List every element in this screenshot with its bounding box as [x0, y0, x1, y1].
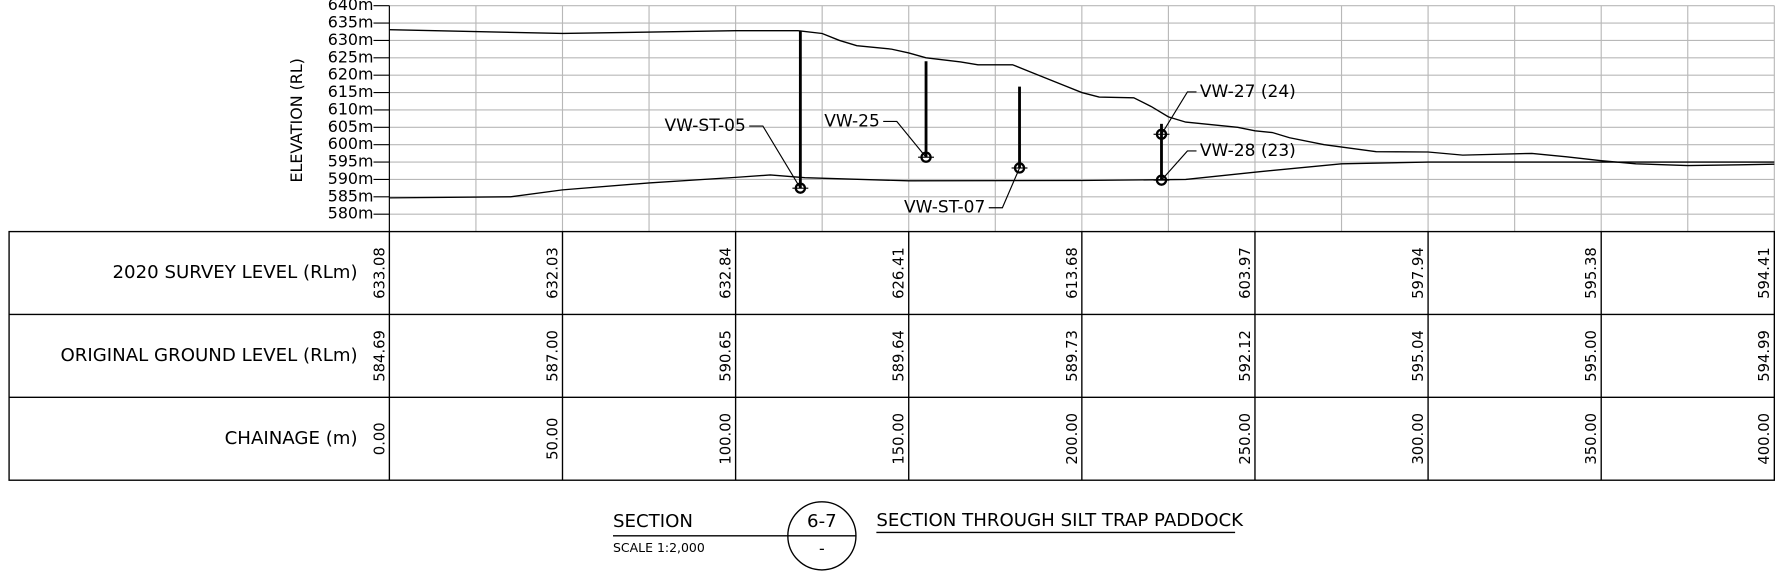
table-cell: 300.00 [1410, 413, 1427, 465]
y-tick-label: 610m [328, 99, 374, 118]
leader-line [1161, 91, 1197, 135]
table-cell: 632.84 [718, 247, 735, 299]
y-axis-label: ELEVATION (RL) [287, 58, 306, 182]
table-cell: 150.00 [891, 413, 908, 465]
table-cell: 594.99 [1756, 330, 1773, 382]
table-cell: 589.64 [891, 330, 908, 382]
table-cell: 594.41 [1756, 247, 1773, 299]
y-tick-label: 585m [328, 186, 374, 205]
row-label: CHAINAGE (m) [225, 428, 358, 449]
table-cell: 50.00 [544, 418, 561, 460]
y-tick-label: 605m [328, 117, 374, 136]
y-tick-label: 615m [328, 82, 374, 101]
section-label: SECTION [613, 511, 693, 532]
section-number: 6-7 [807, 511, 837, 532]
y-tick-label: 580m [328, 204, 374, 223]
row-label: 2020 SURVEY LEVEL (RLm) [112, 262, 357, 283]
table-cell: 626.41 [891, 247, 908, 299]
table-cell: 603.97 [1237, 247, 1254, 299]
level-line [389, 161, 1775, 199]
table-cell: 350.00 [1583, 413, 1600, 465]
instrument-label: VW-25 [824, 111, 880, 131]
table-cell: 633.08 [371, 247, 388, 299]
y-tick-label: 625m [328, 47, 374, 66]
y-tick-label: 630m [328, 30, 374, 49]
table-cell: 597.94 [1410, 247, 1427, 299]
table-cell: 587.00 [544, 330, 561, 382]
table-cell: 200.00 [1064, 413, 1081, 465]
y-tick-label: 635m [328, 13, 374, 32]
instrument-label: VW-ST-07 [904, 198, 985, 218]
sheet-number: - [819, 539, 825, 558]
table-cell: 595.00 [1583, 330, 1600, 382]
leader-line [883, 120, 927, 158]
section-title: SECTION THROUGH SILT TRAP PADDOCK [876, 510, 1244, 531]
instrument-label: VW-ST-05 [664, 116, 745, 136]
table-cell: 400.00 [1756, 413, 1773, 465]
scale-label: SCALE 1:2,000 [613, 540, 705, 555]
table-cell: 589.73 [1064, 330, 1081, 382]
row-label: ORIGINAL GROUND LEVEL (RLm) [60, 345, 357, 366]
leader-line [749, 125, 801, 189]
y-tick-label: 590m [328, 169, 374, 188]
leader-line [988, 167, 1021, 209]
instrument-label: VW-28 (23) [1200, 141, 1296, 161]
level-line [389, 28, 1775, 167]
leader-line [1161, 150, 1197, 181]
y-tick-label: 620m [328, 65, 374, 84]
table-cell: 632.03 [544, 247, 561, 299]
table-cell: 592.12 [1237, 330, 1254, 382]
y-tick-label: 640m [328, 0, 374, 14]
table-cell: 613.68 [1064, 247, 1081, 299]
table-cell: 0.00 [371, 422, 388, 455]
y-tick-label: 600m [328, 134, 374, 153]
y-tick-label: 595m [328, 152, 374, 171]
table-cell: 250.00 [1237, 413, 1254, 465]
table-cell: 595.04 [1410, 330, 1427, 382]
table-cell: 595.38 [1583, 247, 1600, 299]
instrument-label: VW-27 (24) [1200, 82, 1296, 102]
table-cell: 584.69 [371, 330, 388, 382]
table-cell: 590.65 [718, 330, 735, 382]
table-cell: 100.00 [718, 413, 735, 465]
table-frame [8, 230, 1776, 481]
